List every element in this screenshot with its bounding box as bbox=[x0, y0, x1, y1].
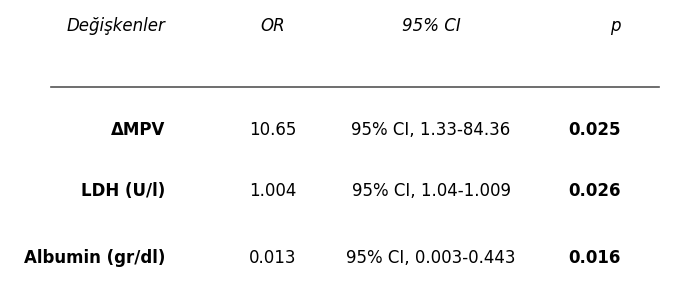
Text: Değişkenler: Değişkenler bbox=[66, 17, 165, 35]
Text: 0.013: 0.013 bbox=[249, 249, 297, 267]
Text: 95% CI, 1.33-84.36: 95% CI, 1.33-84.36 bbox=[351, 121, 511, 139]
Text: 95% CI, 1.04-1.009: 95% CI, 1.04-1.009 bbox=[351, 182, 511, 200]
Text: 95% CI, 0.003-0.443: 95% CI, 0.003-0.443 bbox=[347, 249, 516, 267]
Text: 0.025: 0.025 bbox=[569, 121, 621, 139]
Text: 0.026: 0.026 bbox=[569, 182, 621, 200]
Text: 1.004: 1.004 bbox=[249, 182, 296, 200]
Text: p: p bbox=[610, 17, 621, 35]
Text: OR: OR bbox=[260, 17, 285, 35]
Text: ΔMPV: ΔMPV bbox=[110, 121, 165, 139]
Text: Albumin (gr/dl): Albumin (gr/dl) bbox=[24, 249, 165, 267]
Text: 0.016: 0.016 bbox=[569, 249, 621, 267]
Text: LDH (U/l): LDH (U/l) bbox=[81, 182, 165, 200]
Text: 95% CI: 95% CI bbox=[402, 17, 460, 35]
Text: 10.65: 10.65 bbox=[249, 121, 296, 139]
